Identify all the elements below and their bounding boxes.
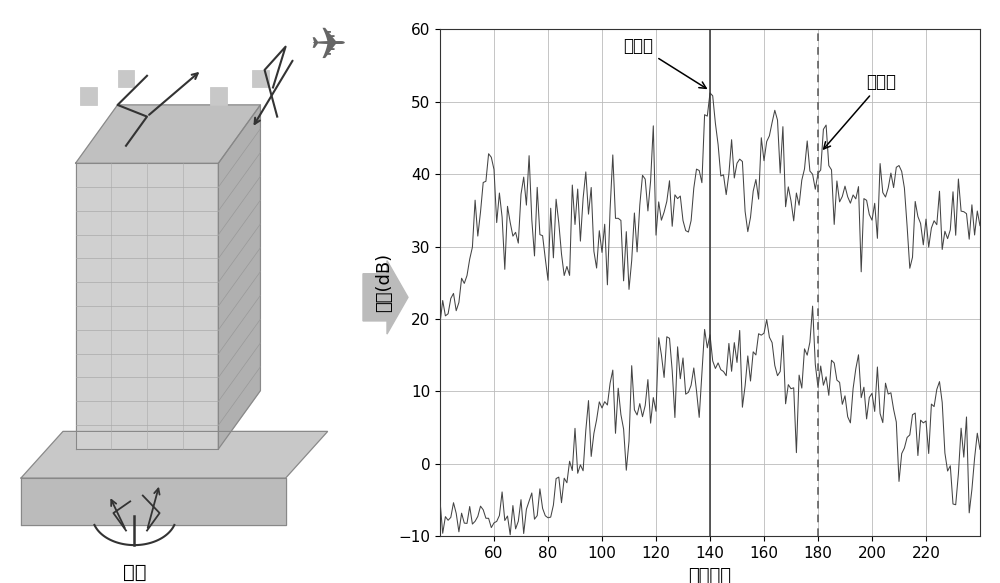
- Polygon shape: [21, 431, 328, 478]
- X-axis label: 距离单元: 距离单元: [688, 567, 732, 583]
- Polygon shape: [218, 105, 260, 449]
- Bar: [210, 87, 227, 105]
- Text: 弱目标: 弱目标: [824, 73, 897, 149]
- Polygon shape: [76, 105, 260, 163]
- Bar: [252, 70, 269, 87]
- FancyArrow shape: [363, 261, 408, 334]
- Text: ✈: ✈: [309, 25, 346, 68]
- Text: 雷达: 雷达: [123, 563, 146, 582]
- Y-axis label: 幅度(dB): 幅度(dB): [375, 253, 393, 312]
- Polygon shape: [76, 163, 218, 449]
- Text: 强目标: 强目标: [624, 37, 706, 89]
- Bar: [118, 70, 134, 87]
- Polygon shape: [21, 478, 286, 525]
- Bar: [80, 87, 97, 105]
